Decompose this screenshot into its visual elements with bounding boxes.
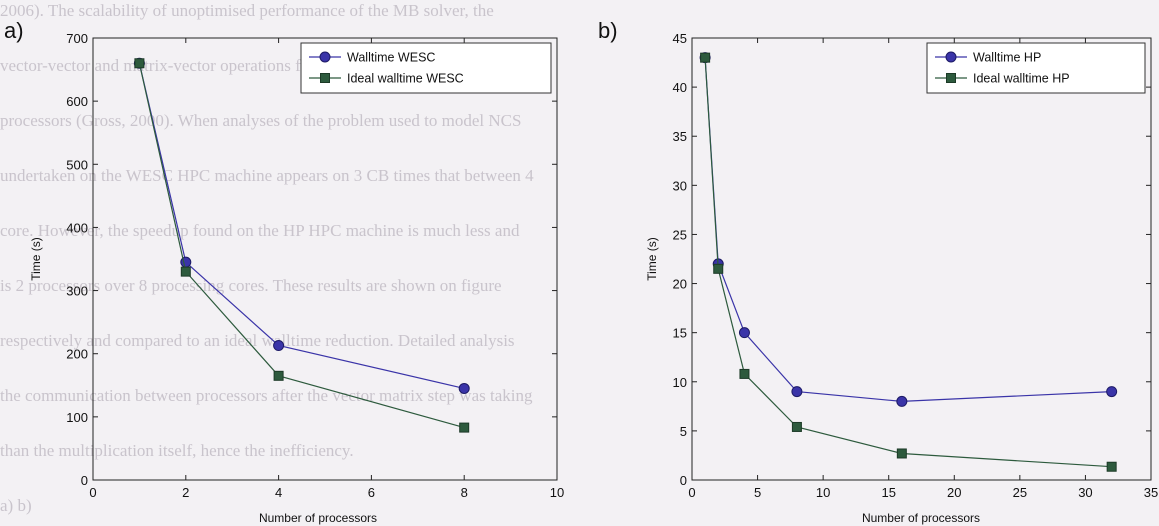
- x-tick-label: 2: [182, 485, 189, 500]
- y-tick-label: 30: [673, 178, 687, 193]
- legend-entry-label: Walltime WESC: [347, 51, 435, 65]
- y-tick-label: 40: [673, 80, 687, 95]
- y-tick-label: 10: [673, 375, 687, 390]
- y-tick-label: 35: [673, 129, 687, 144]
- ideal-walltime-data-point: [700, 52, 711, 63]
- ideal-walltime-data-point: [713, 263, 724, 274]
- ideal-walltime-data-point: [459, 422, 470, 433]
- x-tick-label: 10: [550, 485, 564, 500]
- background-text-line: the communication between processors aft…: [0, 386, 533, 405]
- legend-box: [300, 42, 552, 94]
- y-tick-label: 600: [66, 94, 88, 109]
- legend-marker-square: [320, 73, 330, 83]
- y-tick-label: 300: [66, 284, 88, 299]
- background-text-line: than the multiplication itself, hence th…: [0, 441, 354, 460]
- x-tick-label: 8: [461, 485, 468, 500]
- y-tick-label: 15: [673, 326, 687, 341]
- legend-marker-circle: [319, 51, 331, 63]
- ideal-walltime-data-point: [1106, 461, 1117, 472]
- ideal-walltime-data-point: [739, 368, 750, 379]
- ideal-walltime-data-point: [791, 421, 802, 432]
- background-page-text: 2006). The scalability of unoptimised pe…: [0, 1, 534, 515]
- background-text-line: undertaken on the WESC HPC machine appea…: [0, 166, 534, 185]
- background-text-line: processors (Gross, 2000). When analyses …: [0, 111, 521, 130]
- plot-area: [92, 37, 558, 481]
- ideal-walltime-data-point: [180, 266, 191, 277]
- legend-marker-circle: [945, 51, 957, 63]
- y-axis-title: Time (s): [29, 237, 43, 281]
- background-text-line: a) b): [0, 496, 32, 515]
- y-axis-title: Time (s): [645, 237, 659, 281]
- ideal-walltime-data-point: [896, 448, 907, 459]
- background-text-line: core. However, the speedup found on the …: [0, 221, 520, 240]
- x-tick-label: 10: [816, 485, 830, 500]
- y-tick-label: 500: [66, 157, 88, 172]
- legend-marker-square: [946, 73, 956, 83]
- plot-area: [691, 37, 1152, 481]
- walltime-data-point: [273, 340, 285, 352]
- ideal-walltime-data-point: [273, 370, 284, 381]
- legend-box: [926, 42, 1146, 94]
- x-axis-title: Number of processors: [862, 511, 980, 525]
- walltime-data-point: [1106, 386, 1118, 398]
- y-tick-label: 200: [66, 347, 88, 362]
- x-tick-label: 0: [688, 485, 695, 500]
- background-text-line: 2006). The scalability of unoptimised pe…: [0, 1, 494, 20]
- series-line-ideal-walltime: [704, 57, 1112, 468]
- legend: Walltime HP Ideal walltime HP: [926, 42, 1146, 94]
- walltime-data-point: [180, 256, 192, 268]
- series-line-walltime: [704, 57, 1112, 403]
- y-tick-label: 0: [680, 473, 687, 488]
- y-tick-label: 0: [81, 473, 88, 488]
- y-tick-label: 20: [673, 277, 687, 292]
- y-tick-label: 700: [66, 31, 88, 46]
- x-tick-label: 0: [89, 485, 96, 500]
- x-tick-label: 5: [754, 485, 761, 500]
- legend: Walltime WESC Ideal walltime WESC: [300, 42, 552, 94]
- walltime-data-point: [896, 395, 908, 407]
- legend-entry-label: Walltime HP: [973, 51, 1041, 65]
- x-tick-label: 30: [1078, 485, 1092, 500]
- x-tick-label: 15: [881, 485, 895, 500]
- walltime-data-point: [738, 327, 750, 339]
- x-tick-label: 20: [947, 485, 961, 500]
- walltime-data-point: [458, 382, 470, 394]
- chart-panel-b: 0 5 10 15 20 25 30 35 0 5 10 15 20 25 30 35 40 45 b) Number…: [598, 18, 1158, 525]
- x-tick-label: 6: [368, 485, 375, 500]
- x-tick-label: 35: [1144, 485, 1158, 500]
- y-tick-label: 25: [673, 227, 687, 242]
- x-tick-label: 4: [275, 485, 282, 500]
- y-tick-label: 100: [66, 410, 88, 425]
- y-tick-label: 45: [673, 31, 687, 46]
- background-text-line: is 2 processors over 8 processing cores.…: [0, 276, 502, 295]
- y-tick-label: 400: [66, 220, 88, 235]
- x-axis-title: Number of processors: [259, 511, 377, 525]
- x-tick-label: 25: [1013, 485, 1027, 500]
- legend-entry-label: Ideal walltime HP: [973, 72, 1070, 86]
- panel-label: a): [4, 18, 24, 43]
- ideal-walltime-data-point: [134, 58, 145, 69]
- y-tick-label: 5: [680, 424, 687, 439]
- panel-label: b): [598, 18, 618, 43]
- legend-entry-label: Ideal walltime WESC: [347, 72, 464, 86]
- series-line-walltime: [138, 63, 465, 389]
- series-line-ideal-walltime: [138, 63, 465, 429]
- walltime-data-point: [791, 386, 803, 398]
- background-text-line: respectively and compared to an ideal wa…: [0, 331, 515, 350]
